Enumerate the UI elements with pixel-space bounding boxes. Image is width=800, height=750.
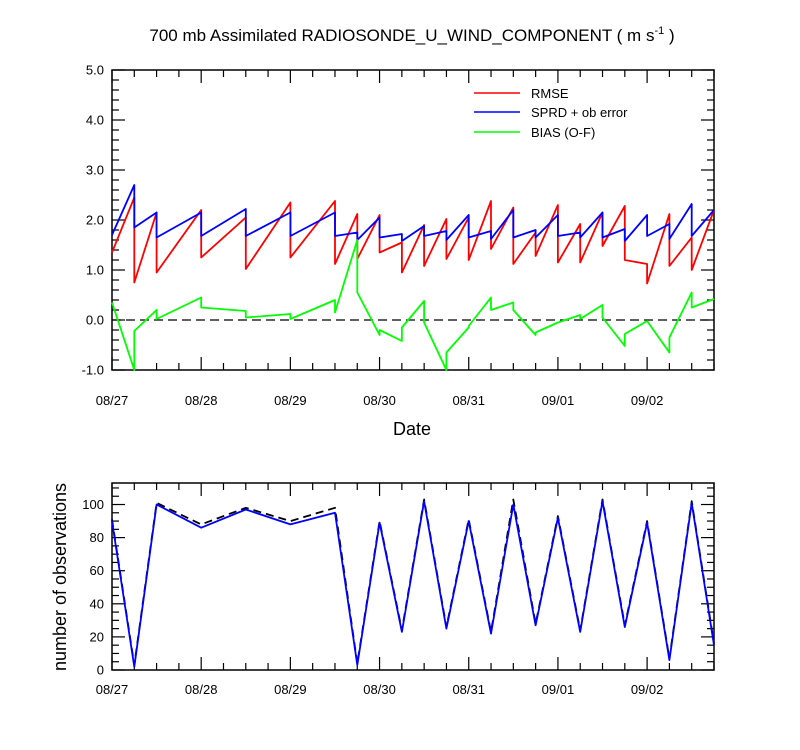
bottom-ytick-label: 20 [90,629,104,644]
top-ytick-label: 5.0 [86,63,104,78]
chart-title: 700 mb Assimilated RADIOSONDE_U_WIND_COM… [149,25,674,45]
series-line-bias-o-f [111,239,715,371]
top-xtick-label: 08/30 [363,393,396,408]
top-axis-ticks: 08/27 08/28 08/29 08/30 08/31 09/01 09/02 -1.0 0… [82,63,715,408]
bottom-plot-frame [111,482,715,671]
obs-count-line-solid [111,500,715,668]
series-line-sprd-ob-error [111,184,715,242]
legend-label-rmse: RMSE [531,86,569,101]
top-ytick-label: 4.0 [86,113,104,128]
legend-label-bias: BIAS (O-F) [531,125,595,140]
bottom-xtick-label: 09/01 [542,682,575,697]
top-xtick-label: 08/31 [452,393,485,408]
y-axis-label-observations: number of observations [50,483,70,671]
bottom-ytick-label: 100 [82,497,104,512]
bottom-xtick-label: 08/31 [452,682,485,697]
top-ytick-label: -1.0 [82,363,104,378]
top-xtick-label: 08/27 [96,393,129,408]
bottom-xtick-label: 09/02 [631,682,664,697]
top-ytick-label: 1.0 [86,263,104,278]
top-xtick-label: 09/02 [631,393,664,408]
legend-label-sprd: SPRD + ob error [531,105,628,120]
bottom-xtick-label: 08/28 [185,682,218,697]
bottom-axis-ticks: 08/27 08/28 08/29 08/30 08/31 09/01 09/02 0 20 40… [82,483,715,697]
bottom-xtick-label: 08/29 [274,682,307,697]
series-line-rmse [111,196,715,285]
top-xtick-label: 08/29 [274,393,307,408]
legend: RMSE SPRD + ob error BIAS (O-F) [474,86,628,140]
bottom-ytick-label: 60 [90,563,104,578]
top-xtick-label: 09/01 [542,393,575,408]
bottom-series-group [111,498,715,668]
top-series-group [111,184,715,371]
top-ytick-label: 2.0 [86,213,104,228]
bottom-ytick-label: 0 [97,663,104,678]
top-ytick-label: 0.0 [86,313,104,328]
bottom-xtick-label: 08/27 [96,682,129,697]
top-xtick-label: 08/28 [185,393,218,408]
top-ytick-label: 3.0 [86,163,104,178]
bottom-ytick-label: 80 [90,530,104,545]
x-axis-label: Date [393,419,431,439]
bottom-xtick-label: 08/30 [363,682,396,697]
bottom-ytick-label: 40 [90,596,104,611]
obs-count-line-dashed [111,498,715,666]
